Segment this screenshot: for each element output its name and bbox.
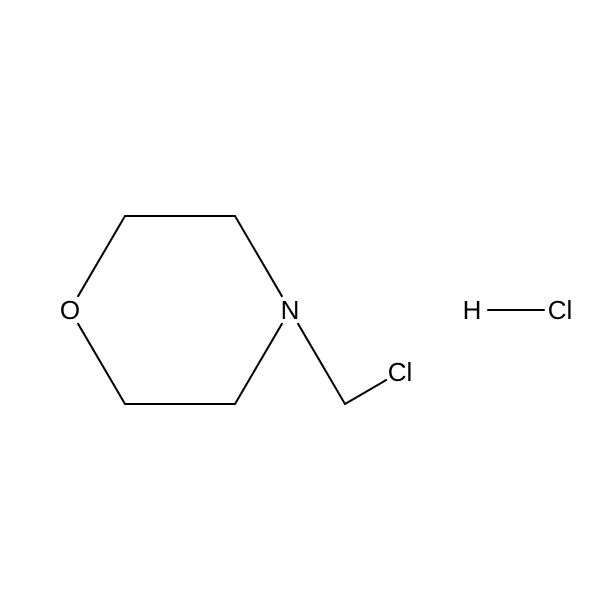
bond xyxy=(235,324,282,404)
atom-label-h: H xyxy=(463,295,482,325)
bond xyxy=(78,216,125,296)
atom-label-n: N xyxy=(281,295,300,325)
atom-label-o: O xyxy=(60,295,80,325)
bond xyxy=(235,216,282,296)
chemical-structure-canvas: O N Cl H Cl xyxy=(0,0,600,600)
bond xyxy=(78,324,125,404)
bond xyxy=(345,380,386,404)
atom-label-cl: Cl xyxy=(388,357,413,387)
atom-labels-group: O N Cl H Cl xyxy=(60,295,572,387)
bond xyxy=(298,324,345,404)
atom-label-cl: Cl xyxy=(548,295,573,325)
